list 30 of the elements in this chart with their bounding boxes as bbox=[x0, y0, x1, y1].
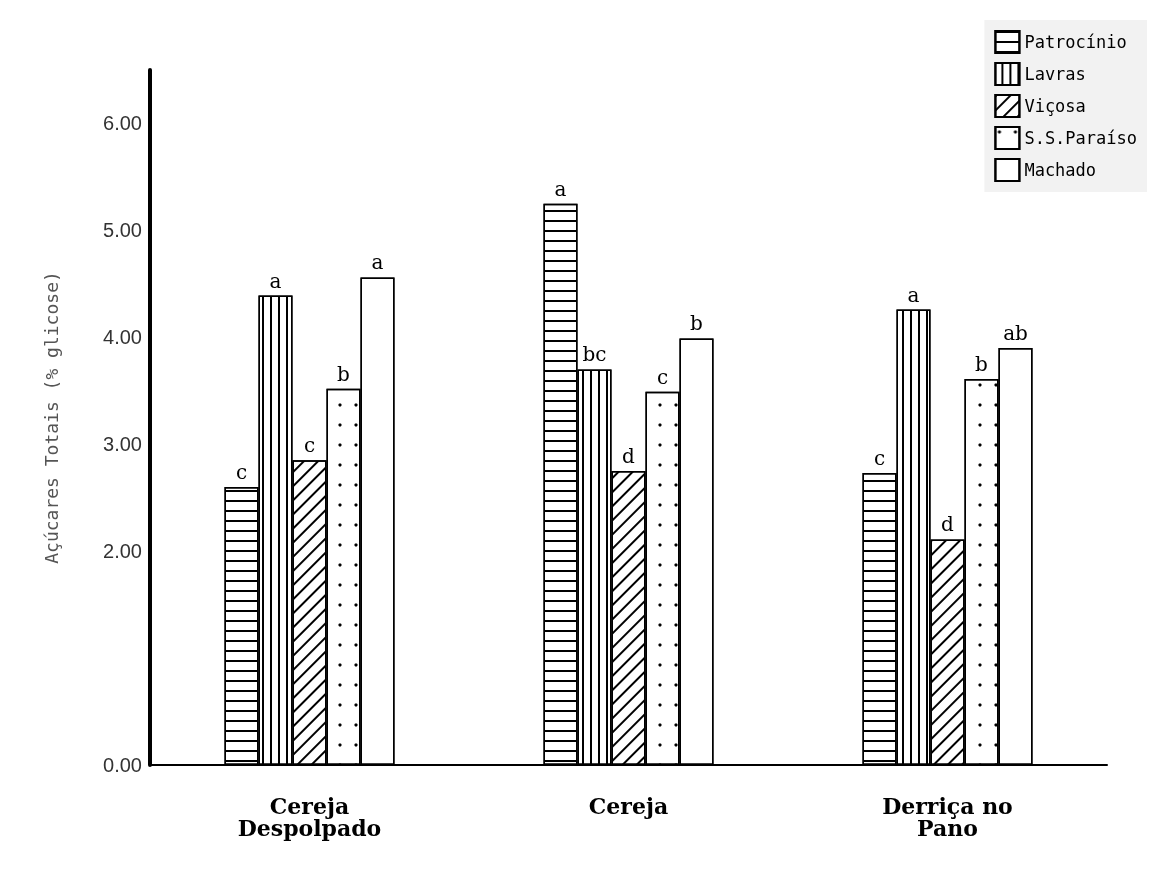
data-label: d bbox=[622, 443, 636, 468]
data-label: ab bbox=[1003, 321, 1028, 345]
y-tick-label: 5.00 bbox=[103, 219, 142, 242]
x-tick-label: Derriça no Pano bbox=[882, 793, 1013, 841]
legend-label: S.S.Paraíso bbox=[1024, 128, 1138, 148]
legend-label: Lavras bbox=[1024, 64, 1086, 84]
data-label: c bbox=[235, 460, 248, 484]
data-label: a bbox=[554, 176, 567, 201]
y-axis-title: Açúcares Totais (% glicose) bbox=[40, 271, 62, 564]
data-label: b bbox=[690, 311, 703, 336]
y-tick-label: 0.00 bbox=[103, 754, 142, 776]
data-label: b bbox=[975, 352, 988, 377]
data-label: a bbox=[907, 282, 920, 307]
data-label: bc bbox=[582, 342, 607, 367]
data-label: c bbox=[656, 364, 669, 389]
legend-label: Viçosa bbox=[1024, 96, 1086, 116]
y-tick-label: 6.00 bbox=[103, 112, 142, 135]
data-label: b bbox=[337, 361, 350, 386]
legend-label: Patrocínio bbox=[1024, 32, 1127, 52]
data-label: c bbox=[303, 433, 316, 458]
x-tick-label: Cereja Despolpado bbox=[237, 793, 382, 841]
y-tick-label: 2.00 bbox=[103, 540, 142, 563]
y-tick-label: 3.00 bbox=[103, 433, 142, 456]
data-label: c bbox=[873, 446, 886, 471]
legend-label: Machado bbox=[1024, 160, 1097, 180]
data-label: a bbox=[371, 250, 384, 275]
x-tick-label: Cereja bbox=[588, 793, 669, 819]
data-label: a bbox=[269, 268, 282, 293]
y-tick-label: 4.00 bbox=[103, 326, 142, 349]
data-label: d bbox=[941, 512, 955, 537]
